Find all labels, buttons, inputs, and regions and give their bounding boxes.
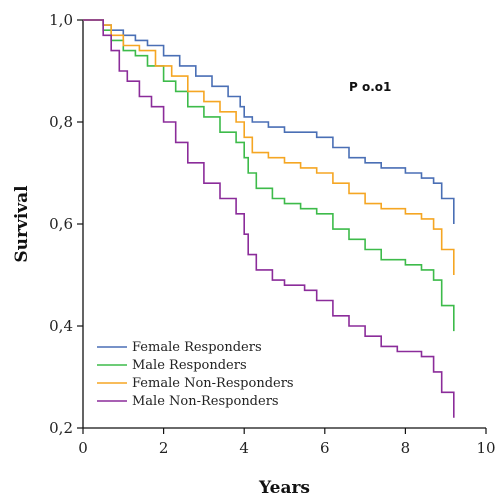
series-line-4 xyxy=(83,19,455,418)
series-line-1 xyxy=(83,19,455,224)
legend-label-1: Female Responders xyxy=(132,340,262,355)
y-tick-label: 0,4 xyxy=(49,317,73,335)
chart-legend: Female Responders Male Responders Female N… xyxy=(97,340,294,409)
y-axis-title: Survival xyxy=(12,185,32,263)
x-tick-label: 0 xyxy=(78,439,88,457)
x-tick-label: 4 xyxy=(239,439,249,457)
y-tick-label: 0,8 xyxy=(49,113,73,131)
x-tick-label: 10 xyxy=(476,439,495,457)
y-tick-label: 1,0 xyxy=(49,11,73,29)
survival-curves xyxy=(83,19,455,418)
legend-label-2: Male Responders xyxy=(132,358,247,373)
legend-label-4: Male Non-Responders xyxy=(132,394,279,409)
x-axis-title: Years xyxy=(258,478,310,498)
chart-axes: 0 2 4 6 8 10 0,2 0,4 0,6 0,8 1,0 xyxy=(49,11,495,457)
x-tick-label: 8 xyxy=(401,439,411,457)
y-tick-label: 0,6 xyxy=(49,215,73,233)
x-tick-label: 2 xyxy=(159,439,169,457)
legend-label-3: Female Non-Responders xyxy=(132,376,294,391)
series-line-2 xyxy=(83,19,455,332)
y-tick-label: 0,2 xyxy=(49,419,73,437)
x-tick-label: 6 xyxy=(320,439,330,457)
series-line-3 xyxy=(83,19,455,275)
p-value-annotation: P o.o1 xyxy=(349,80,391,94)
